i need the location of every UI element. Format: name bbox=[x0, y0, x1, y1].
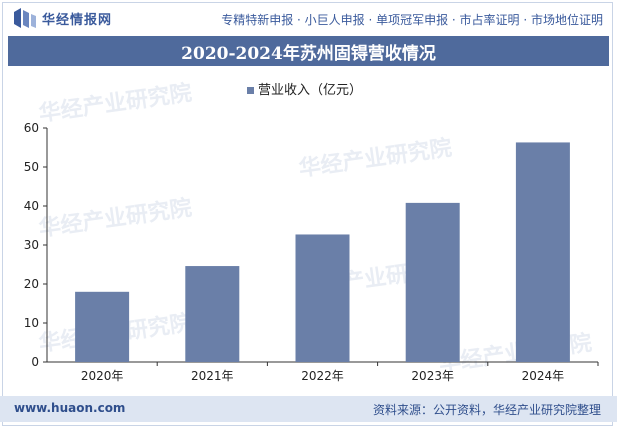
y-tick-label: 10 bbox=[24, 316, 39, 330]
chart-title: 2020-2024年苏州固锝营收情况 bbox=[181, 43, 436, 64]
bar bbox=[515, 142, 570, 362]
y-tick-label: 30 bbox=[24, 238, 39, 252]
footer-website[interactable]: www.huaon.com bbox=[14, 401, 126, 415]
y-tick-label: 40 bbox=[24, 199, 39, 213]
legend-label: 营业收入（亿元） bbox=[258, 83, 362, 98]
footer-source: 资料来源：公开资料，华经产业研究院整理 bbox=[372, 403, 601, 417]
watermark-text: 华经产业研究院 bbox=[37, 80, 193, 127]
x-tick-label: 2022年 bbox=[301, 369, 344, 383]
x-tick-label: 2024年 bbox=[522, 369, 565, 383]
watermark-text: 华经产业研究院 bbox=[437, 330, 593, 377]
y-tick-label: 20 bbox=[24, 277, 39, 291]
logo-icon bbox=[14, 8, 36, 28]
bar bbox=[185, 266, 240, 362]
chart-title-bar: 2020-2024年苏州固锝营收情况 bbox=[8, 36, 609, 66]
legend-swatch bbox=[247, 87, 254, 94]
y-tick-label: 50 bbox=[24, 160, 39, 174]
bar bbox=[75, 291, 130, 362]
page-border bbox=[2, 2, 613, 426]
logo[interactable]: 华经情报网 bbox=[14, 8, 112, 28]
header: 华经情报网 专精特新申报 · 小巨人申报 · 单项冠军申报 · 市占率证明 · … bbox=[0, 0, 617, 36]
footer: www.huaon.com 资料来源：公开资料，华经产业研究院整理 bbox=[0, 396, 617, 422]
bar-chart: 华经产业研究院华经产业研究院华经产业研究院华经产业研究院华经产业研究院华经产业研… bbox=[24, 80, 599, 383]
header-links[interactable]: 专精特新申报 · 小巨人申报 · 单项冠军申报 · 市占率证明 · 市场地位证明 bbox=[221, 13, 603, 27]
logo-text: 华经情报网 bbox=[42, 12, 113, 28]
bar bbox=[405, 202, 460, 362]
y-tick-label: 0 bbox=[31, 355, 39, 369]
y-tick-label: 60 bbox=[24, 121, 39, 135]
x-tick-label: 2021年 bbox=[191, 369, 234, 383]
x-tick-label: 2023年 bbox=[411, 369, 454, 383]
bar bbox=[295, 234, 350, 362]
watermark-text: 华经产业研究院 bbox=[37, 195, 193, 242]
x-tick-label: 2020年 bbox=[81, 369, 124, 383]
watermark-text: 华经产业研究院 bbox=[297, 135, 453, 182]
